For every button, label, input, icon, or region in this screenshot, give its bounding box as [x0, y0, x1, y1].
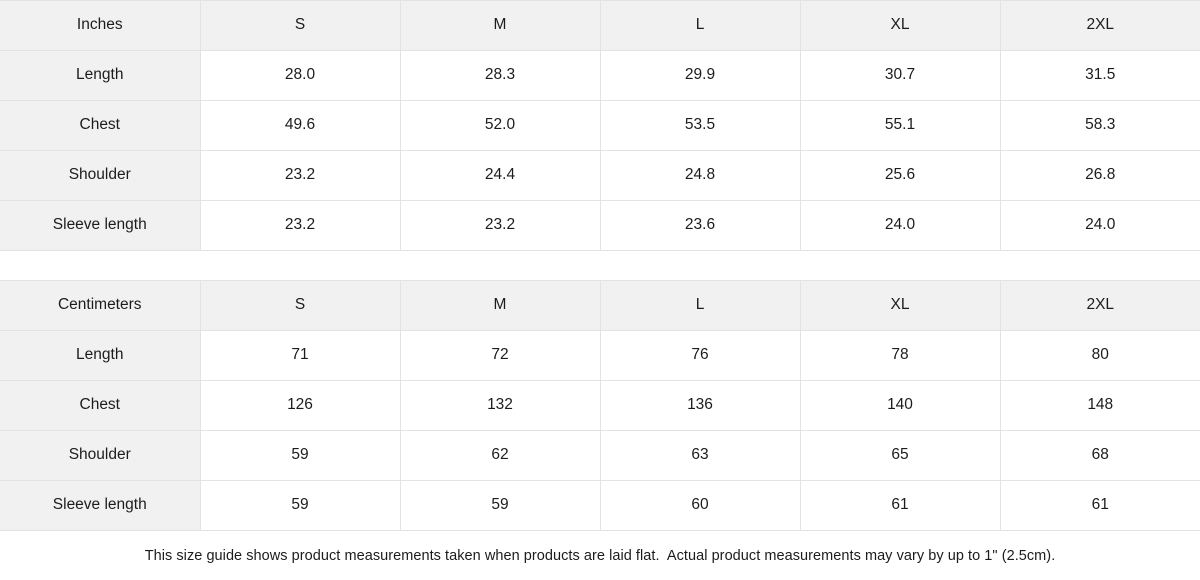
cell-length-s: 71 — [199, 330, 401, 382]
table-header-row: Centimeters S M L XL 2XL — [0, 280, 1200, 332]
table-row: Sleeve length 59 59 60 61 61 — [0, 480, 1200, 532]
cell-sleeve-length-s: 59 — [199, 480, 401, 532]
cell-shoulder-s: 59 — [199, 430, 401, 482]
row-label-shoulder: Shoulder — [0, 430, 201, 482]
cell-shoulder-xl: 65 — [799, 430, 1001, 482]
column-header-l: L — [599, 280, 801, 332]
centimeters-size-table: Centimeters S M L XL 2XL Length 71 72 76… — [0, 280, 1200, 532]
cell-length-xl: 78 — [799, 330, 1001, 382]
cell-sleeve-length-l: 23.6 — [599, 200, 801, 251]
cell-length-xl: 30.7 — [799, 50, 1001, 101]
column-header-l: L — [599, 0, 801, 51]
cell-shoulder-2xl: 68 — [999, 430, 1200, 482]
row-label-chest: Chest — [0, 380, 201, 432]
table-header-row: Inches S M L XL 2XL — [0, 0, 1200, 51]
unit-label-inches: Inches — [0, 0, 201, 51]
table-separator — [0, 251, 1200, 281]
cell-length-2xl: 31.5 — [999, 50, 1200, 101]
cell-shoulder-s: 23.2 — [199, 150, 401, 201]
table-row: Length 71 72 76 78 80 — [0, 330, 1200, 382]
cell-chest-l: 136 — [599, 380, 801, 432]
inches-size-table: Inches S M L XL 2XL Length 28.0 28.3 29.… — [0, 0, 1200, 251]
row-label-length: Length — [0, 330, 201, 382]
row-label-chest: Chest — [0, 100, 201, 151]
cell-chest-s: 126 — [199, 380, 401, 432]
cell-length-l: 29.9 — [599, 50, 801, 101]
cell-sleeve-length-xl: 61 — [799, 480, 1001, 532]
table-row: Length 28.0 28.3 29.9 30.7 31.5 — [0, 50, 1200, 101]
cell-length-m: 72 — [399, 330, 601, 382]
cell-sleeve-length-2xl: 61 — [999, 480, 1200, 532]
table-row: Shoulder 23.2 24.4 24.8 25.6 26.8 — [0, 150, 1200, 201]
cell-shoulder-xl: 25.6 — [799, 150, 1001, 201]
cell-shoulder-l: 63 — [599, 430, 801, 482]
cell-shoulder-m: 24.4 — [399, 150, 601, 201]
cell-shoulder-2xl: 26.8 — [999, 150, 1200, 201]
cell-chest-s: 49.6 — [199, 100, 401, 151]
column-header-2xl: 2XL — [999, 280, 1200, 332]
cell-sleeve-length-xl: 24.0 — [799, 200, 1001, 251]
cell-sleeve-length-2xl: 24.0 — [999, 200, 1200, 251]
cell-length-m: 28.3 — [399, 50, 601, 101]
column-header-xl: XL — [799, 0, 1001, 51]
cell-chest-xl: 55.1 — [799, 100, 1001, 151]
cell-shoulder-l: 24.8 — [599, 150, 801, 201]
column-header-2xl: 2XL — [999, 0, 1200, 51]
row-label-sleeve-length: Sleeve length — [0, 200, 201, 251]
cell-sleeve-length-m: 59 — [399, 480, 601, 532]
cell-length-2xl: 80 — [999, 330, 1200, 382]
unit-label-centimeters: Centimeters — [0, 280, 201, 332]
cell-chest-2xl: 148 — [999, 380, 1200, 432]
cell-length-s: 28.0 — [199, 50, 401, 101]
row-label-length: Length — [0, 50, 201, 101]
cell-shoulder-m: 62 — [399, 430, 601, 482]
cell-chest-2xl: 58.3 — [999, 100, 1200, 151]
table-row: Shoulder 59 62 63 65 68 — [0, 430, 1200, 482]
cell-chest-m: 52.0 — [399, 100, 601, 151]
row-label-shoulder: Shoulder — [0, 150, 201, 201]
cell-sleeve-length-m: 23.2 — [399, 200, 601, 251]
column-header-m: M — [399, 0, 601, 51]
cell-length-l: 76 — [599, 330, 801, 382]
size-guide-footer-note: This size guide shows product measuremen… — [0, 531, 1200, 580]
cell-chest-xl: 140 — [799, 380, 1001, 432]
column-header-s: S — [199, 0, 401, 51]
cell-chest-l: 53.5 — [599, 100, 801, 151]
row-label-sleeve-length: Sleeve length — [0, 480, 201, 532]
column-header-s: S — [199, 280, 401, 332]
column-header-m: M — [399, 280, 601, 332]
cell-sleeve-length-l: 60 — [599, 480, 801, 532]
table-row: Chest 49.6 52.0 53.5 55.1 58.3 — [0, 100, 1200, 151]
column-header-xl: XL — [799, 280, 1001, 332]
table-row: Chest 126 132 136 140 148 — [0, 380, 1200, 432]
cell-sleeve-length-s: 23.2 — [199, 200, 401, 251]
cell-chest-m: 132 — [399, 380, 601, 432]
table-row: Sleeve length 23.2 23.2 23.6 24.0 24.0 — [0, 200, 1200, 251]
